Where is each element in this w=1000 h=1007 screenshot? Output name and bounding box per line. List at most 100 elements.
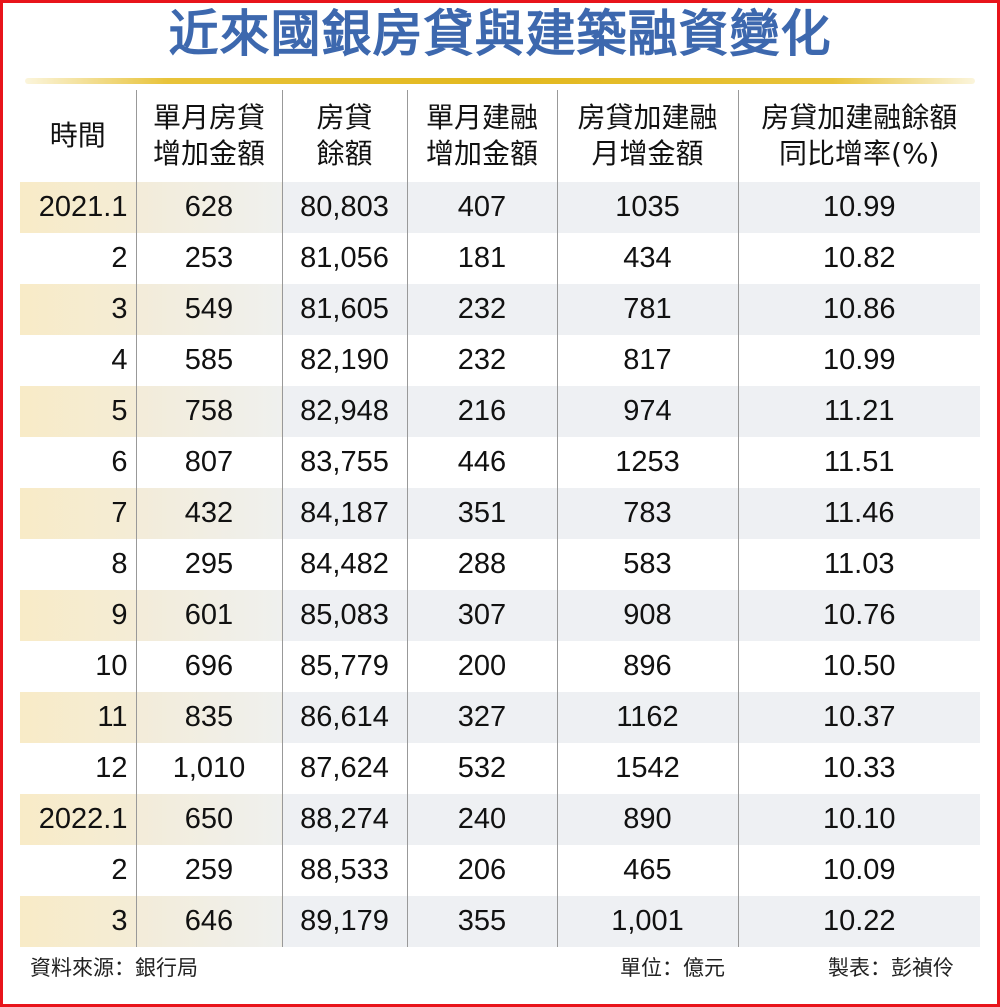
table-cell: 12 — [95, 752, 128, 784]
table-cell: 1542 — [556, 743, 738, 794]
table-cell: 295 — [135, 539, 282, 590]
table-cell: 407 — [406, 182, 557, 233]
table-cell: 10.50 — [737, 641, 980, 692]
table-cell: 1253 — [556, 437, 738, 488]
table-cell: 628 — [135, 182, 282, 233]
table-cell: 583 — [556, 539, 738, 590]
table-cell: 81,056 — [281, 233, 407, 284]
table-cell: 10.86 — [737, 284, 980, 335]
table-cell: 432 — [135, 488, 282, 539]
table-cell: 10.33 — [737, 743, 980, 794]
table-cell: 288 — [406, 539, 557, 590]
source-note: 資料來源：銀行局 — [30, 956, 198, 980]
table-cell: 650 — [135, 794, 282, 845]
table-cell: 10.99 — [737, 335, 980, 386]
table-cell: 84,482 — [281, 539, 407, 590]
table-cell: 434 — [556, 233, 738, 284]
table-row: 2021.1 628 80,803 407 1035 10.99 — [20, 182, 980, 233]
unit-note: 單位：億元 — [620, 956, 725, 980]
table-cell: 2 — [111, 242, 128, 274]
table-cell: 307 — [406, 590, 557, 641]
page-title: 近來國銀房貸與建築融資變化 — [168, 5, 832, 63]
column-header: 房貸加建融餘額 同比增率(%) — [737, 90, 980, 182]
table-cell: 2022.1 — [20, 794, 136, 845]
table-cell: 5 — [20, 386, 136, 437]
table-cell: 200 — [406, 641, 557, 692]
table-cell: 355 — [406, 896, 557, 947]
table-cell: 86,614 — [281, 692, 407, 743]
table-cell: 807 — [135, 437, 282, 488]
table-cell: 83,755 — [281, 437, 407, 488]
table-row: 3 646 89,179 355 1,001 10.22 — [20, 896, 980, 947]
table-row: 5 758 82,948 216 974 11.21 — [20, 386, 980, 437]
table-cell: 1162 — [556, 692, 738, 743]
table-cell: 465 — [556, 845, 738, 896]
table-row: 10 696 85,779 200 896 10.50 — [20, 641, 980, 692]
table-cell: 84,187 — [281, 488, 407, 539]
table-cell: 259 — [135, 845, 282, 896]
table-cell: 1,010 — [135, 743, 282, 794]
table-cell: 82,190 — [281, 335, 407, 386]
table-cell: 232 — [406, 335, 557, 386]
table-cell: 11.03 — [737, 539, 980, 590]
table-cell: 896 — [556, 641, 738, 692]
table-cell: 835 — [135, 692, 282, 743]
table-cell: 11 — [20, 692, 136, 743]
table-cell: 11.51 — [737, 437, 980, 488]
table-cell: 585 — [135, 335, 282, 386]
table-cell: 10 — [95, 650, 128, 682]
table-cell: 601 — [135, 590, 282, 641]
table-row: 2 259 88,533 206 465 10.09 — [20, 845, 980, 896]
table-cell: 351 — [406, 488, 557, 539]
table-cell: 88,533 — [281, 845, 407, 896]
table-cell: 9 — [20, 590, 136, 641]
table-cell: 82,948 — [281, 386, 407, 437]
table-cell: 10.10 — [737, 794, 980, 845]
column-header: 單月房貸 增加金額 — [135, 90, 282, 182]
table-cell: 549 — [135, 284, 282, 335]
table-cell: 10.82 — [737, 233, 980, 284]
table-cell: 181 — [406, 233, 557, 284]
table-cell: 81,605 — [281, 284, 407, 335]
table-cell: 85,083 — [281, 590, 407, 641]
table-row: 4 585 82,190 232 817 10.99 — [20, 335, 980, 386]
table-cell: 8 — [111, 548, 128, 580]
table-header: 時間 單月房貸 增加金額 房貸 餘額 單月建融 增加金額 房貸加建融 月增金額 房貸加建融… — [20, 90, 980, 182]
table-cell: 2 — [111, 854, 128, 886]
table-cell: 253 — [135, 233, 282, 284]
table-cell: 532 — [406, 743, 557, 794]
column-header: 房貸加建融 月增金額 — [556, 90, 738, 182]
table-cell: 758 — [135, 386, 282, 437]
table-cell: 10.99 — [737, 182, 980, 233]
table-cell: 11.21 — [737, 386, 980, 437]
table-cell: 3 — [20, 284, 136, 335]
table-cell: 88,274 — [281, 794, 407, 845]
table-cell: 240 — [406, 794, 557, 845]
table-cell: 232 — [406, 284, 557, 335]
table-row: 9 601 85,083 307 908 10.76 — [20, 590, 980, 641]
table-row: 2 253 81,056 181 434 10.82 — [20, 233, 980, 284]
table-cell: 10.22 — [737, 896, 980, 947]
table-cell: 1,001 — [556, 896, 738, 947]
table-cell: 3 — [20, 896, 136, 947]
table-cell: 817 — [556, 335, 738, 386]
table-cell: 783 — [556, 488, 738, 539]
column-header: 房貸 餘額 — [281, 90, 407, 182]
table-row: 11 835 86,614 327 1162 10.37 — [20, 692, 980, 743]
column-header: 單月建融 增加金額 — [406, 90, 557, 182]
table-cell: 85,779 — [281, 641, 407, 692]
table-cell: 781 — [556, 284, 738, 335]
table-cell: 10.09 — [737, 845, 980, 896]
table-cell: 6 — [111, 446, 128, 478]
table-cell: 890 — [556, 794, 738, 845]
author-note: 製表：彭禎伶 — [828, 956, 954, 980]
table-cell: 87,624 — [281, 743, 407, 794]
data-table: 時間 單月房貸 增加金額 房貸 餘額 單月建融 增加金額 房貸加建融 月增金額 房貸加建融… — [20, 90, 980, 947]
table-cell: 206 — [406, 845, 557, 896]
table-cell: 4 — [111, 344, 128, 376]
table-cell: 7 — [20, 488, 136, 539]
table-row: 12 1,010 87,624 532 1542 10.33 — [20, 743, 980, 794]
table-cell: 10.76 — [737, 590, 980, 641]
table-row: 2022.1 650 88,274 240 890 10.10 — [20, 794, 980, 845]
